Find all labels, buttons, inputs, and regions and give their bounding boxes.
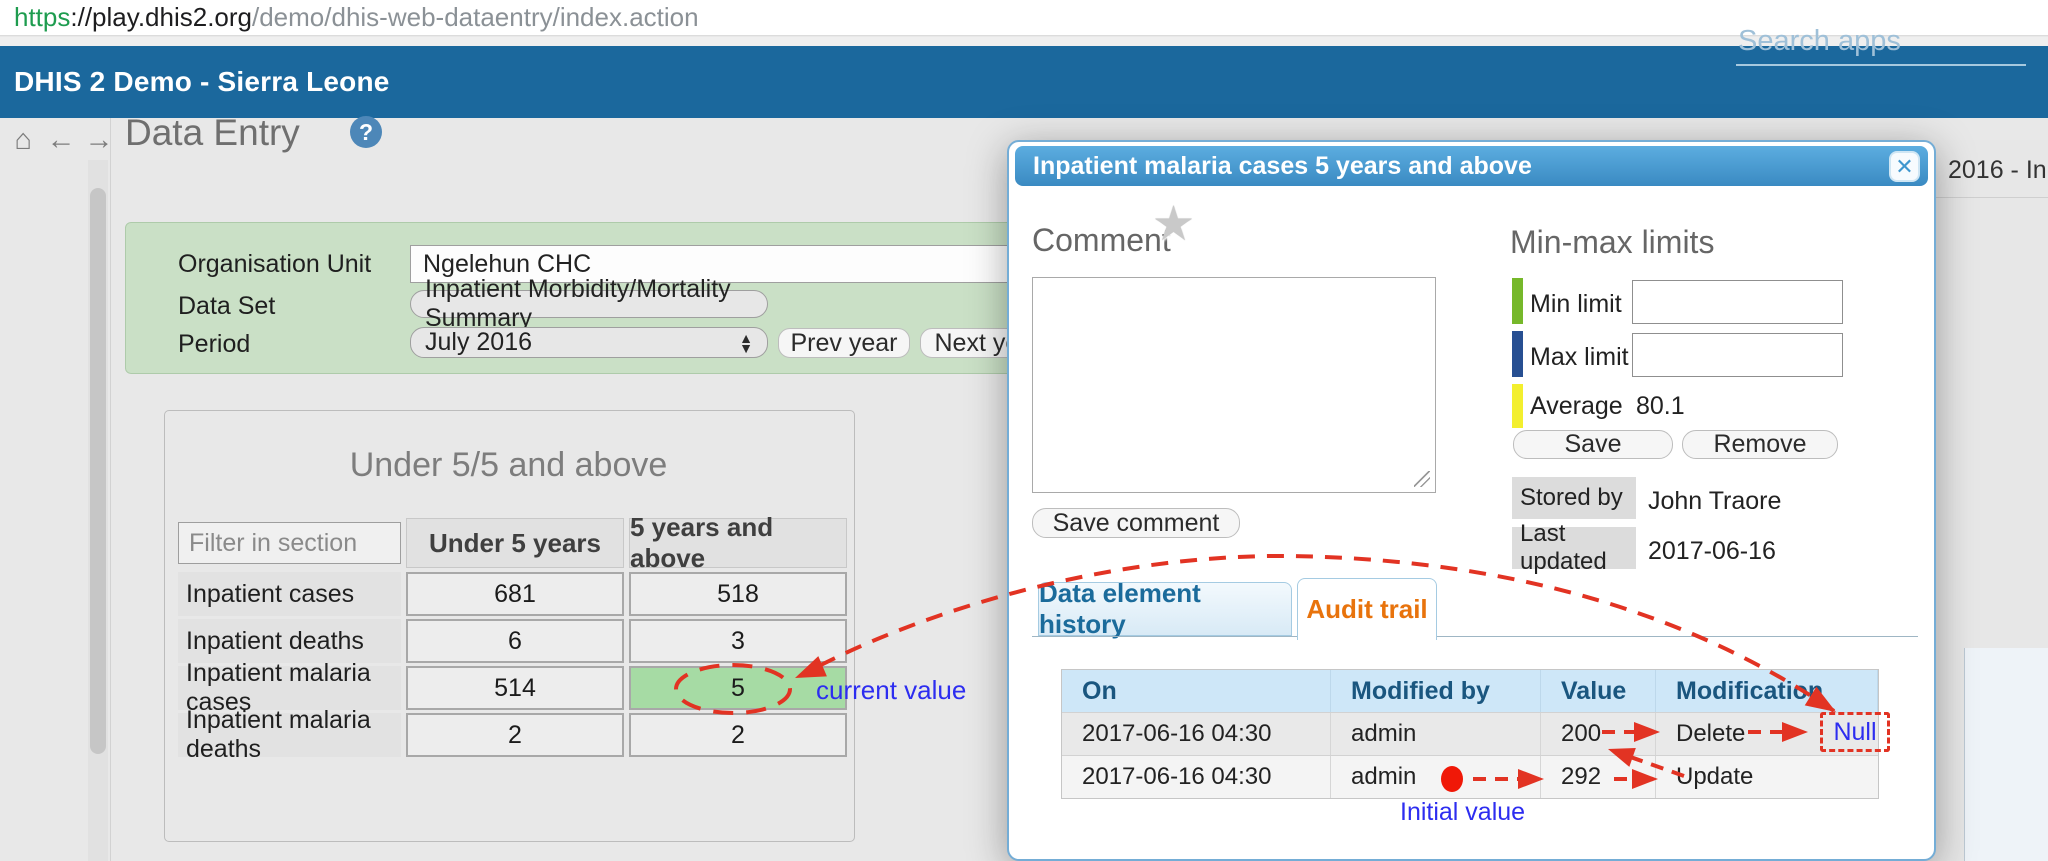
home-icon[interactable]: ⌂ <box>14 123 32 156</box>
save-comment-button[interactable]: Save comment <box>1032 508 1240 538</box>
org-unit-label: Organisation Unit <box>178 250 372 278</box>
sidebar-divider <box>110 118 111 861</box>
minmax-remove-button[interactable]: Remove <box>1682 430 1838 459</box>
audit-col-on: On <box>1062 670 1331 712</box>
back-arrow-icon[interactable]: ← <box>46 123 76 156</box>
sidebar-scrollbar-thumb[interactable] <box>90 188 106 754</box>
comment-textarea[interactable] <box>1032 277 1436 493</box>
audit-row: 2017-06-16 04:30 admin 200 Delete <box>1062 712 1878 756</box>
row-label: Inpatient malaria cases <box>178 659 401 716</box>
background-panel-label: 2016 - Inpat <box>1948 156 2048 184</box>
data-cell-input[interactable]: 681 <box>406 572 624 616</box>
dataset-select[interactable]: Inpatient Morbidity/Mortality Summary <box>410 275 768 332</box>
audit-cell-modified-by: admin <box>1331 713 1541 755</box>
max-limit-color-bar <box>1512 331 1523 377</box>
textarea-resize-handle[interactable] <box>1414 471 1430 487</box>
audit-col-value: Value <box>1541 670 1656 712</box>
data-cell-input[interactable]: 2 <box>629 713 847 757</box>
prev-year-button[interactable]: Prev year <box>778 328 910 358</box>
section-title: Under 5/5 and above <box>349 446 668 484</box>
org-unit-input[interactable] <box>410 245 1010 283</box>
max-limit-label: Max limit <box>1530 343 1629 371</box>
highlighted-data-cell-input[interactable]: 5 <box>629 666 847 710</box>
max-limit-input[interactable] <box>1632 333 1843 377</box>
dataset-select-value: Inpatient Morbidity/Mortality Summary <box>425 275 731 332</box>
dataset-label: Data Set <box>178 292 276 320</box>
period-select[interactable]: July 2016 ▲ ▼ <box>410 327 768 358</box>
url-host: play.dhis2.org <box>92 2 252 32</box>
url-scheme: https <box>14 2 71 32</box>
audit-cell-modification: Update <box>1676 763 1754 790</box>
last-updated-label: Last updated <box>1512 520 1636 575</box>
period-label: Period <box>178 330 251 358</box>
audit-trail-table: On Modified by Value Modification 2017-0… <box>1061 669 1879 799</box>
data-cell-input[interactable]: 514 <box>406 666 624 710</box>
audit-cell-value: 292 <box>1541 756 1656 798</box>
audit-cell-on: 2017-06-16 04:30 <box>1062 756 1331 798</box>
data-cell-input[interactable]: 6 <box>406 619 624 663</box>
star-icon[interactable]: ★ <box>1152 198 1196 251</box>
app-title: DHIS 2 Demo - Sierra Leone <box>14 66 390 97</box>
url-path: /demo/dhis-web-dataentry/index.action <box>252 2 699 32</box>
background-panel-divider <box>1936 197 2048 198</box>
minmax-heading: Min-max limits <box>1510 224 1715 260</box>
select-stepper-icon: ▲ ▼ <box>739 329 753 356</box>
stored-by-value: John Traore <box>1648 487 1782 515</box>
background-panel-chart-area <box>1964 648 2048 861</box>
audit-col-modification: Modification <box>1656 670 1878 712</box>
search-apps-input[interactable] <box>1736 18 2026 66</box>
average-label: Average <box>1530 392 1623 420</box>
column-header-above5: 5 years and above <box>629 512 847 573</box>
audit-col-modified-by: Modified by <box>1331 670 1541 712</box>
minmax-save-button[interactable]: Save <box>1513 430 1673 459</box>
row-label: Inpatient malaria deaths <box>178 706 401 763</box>
last-updated-value: 2017-06-16 <box>1648 537 1776 565</box>
null-annotation-box: Null <box>1820 712 1890 752</box>
page-title: Data Entry <box>125 112 300 153</box>
data-cell-input[interactable]: 518 <box>629 572 847 616</box>
audit-header-row: On Modified by Value Modification <box>1062 670 1878 712</box>
column-header-under5: Under 5 years <box>406 518 624 568</box>
average-value: 80.1 <box>1636 392 1685 420</box>
comment-heading: Comment <box>1032 222 1171 258</box>
audit-cell-on: 2017-06-16 04:30 <box>1062 713 1331 755</box>
data-cell-input[interactable]: 2 <box>406 713 624 757</box>
min-limit-color-bar <box>1512 278 1523 324</box>
null-value-text: Null <box>1833 717 1877 746</box>
stored-by-label: Stored by <box>1512 477 1636 519</box>
browser-url-bar[interactable]: https://play.dhis2.org/demo/dhis-web-dat… <box>0 0 2048 36</box>
search-apps-wrap <box>1736 18 2026 66</box>
period-select-value: July 2016 <box>425 328 533 356</box>
browser-nav: ⌂ ← → <box>8 122 114 158</box>
section-filter-input[interactable] <box>178 522 401 564</box>
forward-arrow-icon[interactable]: → <box>84 123 114 156</box>
average-color-bar <box>1512 384 1523 428</box>
audit-cell-modified-by: admin <box>1331 756 1541 798</box>
audit-row: 2017-06-16 04:30 admin 292 Update <box>1062 756 1878 798</box>
dialog-title: Inpatient malaria cases 5 years and abov… <box>1033 151 1532 180</box>
url-separator: :// <box>70 2 93 32</box>
help-icon[interactable]: ? <box>350 116 382 148</box>
data-cell-input[interactable]: 3 <box>629 619 847 663</box>
dialog-title-bar[interactable]: Inpatient malaria cases 5 years and abov… <box>1015 146 1928 186</box>
row-label: Inpatient deaths <box>178 619 401 663</box>
tab-divider-line <box>1032 636 1918 637</box>
app-header: DHIS 2 Demo - Sierra Leone <box>0 46 2048 118</box>
min-limit-input[interactable] <box>1632 280 1843 324</box>
audit-cell-modification: Delete <box>1676 720 1746 747</box>
min-limit-label: Min limit <box>1530 290 1622 318</box>
tab-audit-trail[interactable]: Audit trail <box>1297 578 1437 640</box>
tab-data-element-history[interactable]: Data element history <box>1038 578 1292 639</box>
row-label: Inpatient cases <box>178 572 401 616</box>
close-icon[interactable]: ✕ <box>1889 151 1920 182</box>
audit-cell-value: 200 <box>1541 713 1656 755</box>
